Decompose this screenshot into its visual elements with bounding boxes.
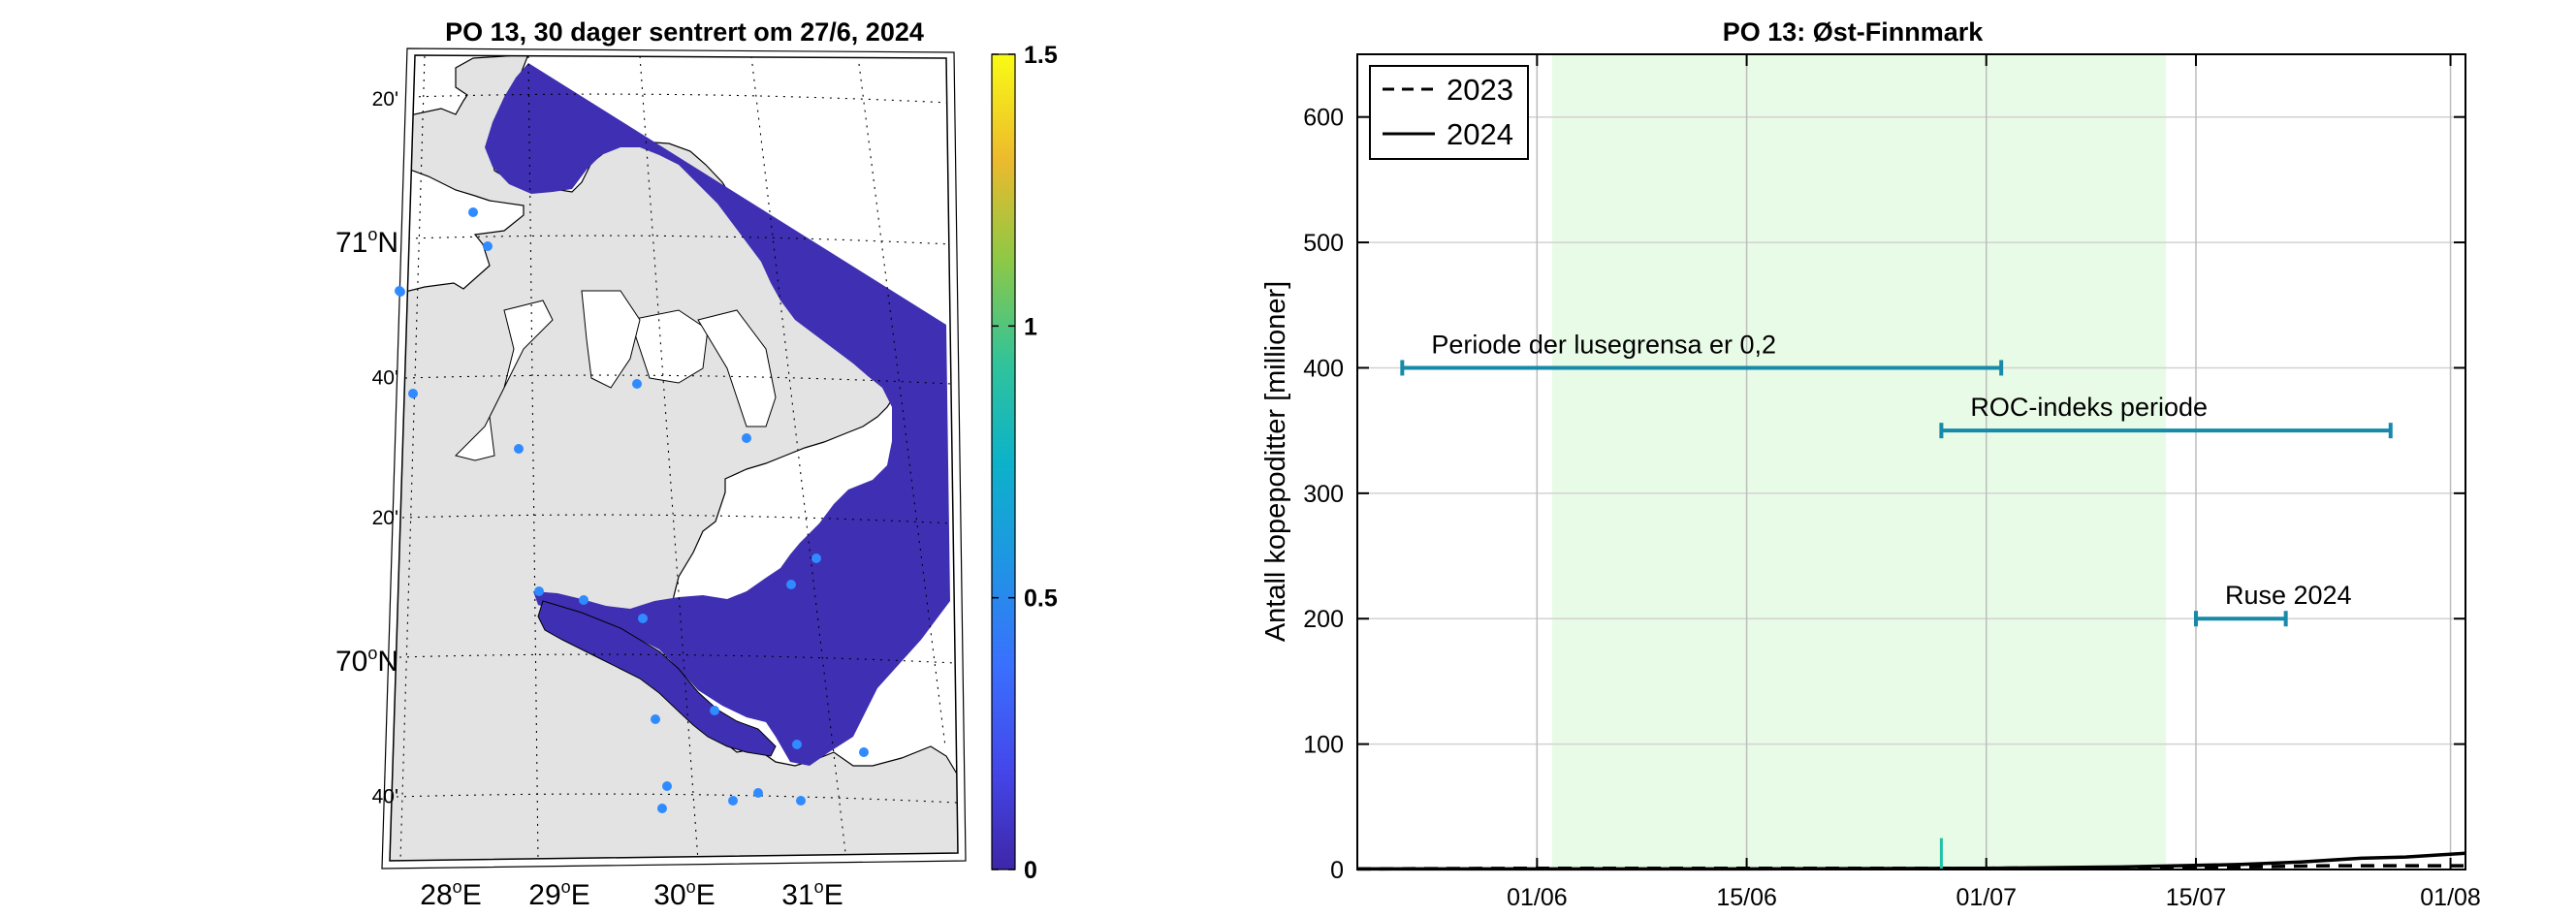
lat-label-hemisphere: N [377, 227, 398, 259]
colorbar: 0 0.5 1 1.5 [991, 42, 1058, 884]
lat-label: 70oN [335, 644, 398, 678]
lon-label-hemisphere: E [696, 879, 716, 911]
lat-label-value: 71 [335, 227, 367, 259]
lon-label: 29oE [528, 877, 589, 911]
map-panel: PO 13, 30 dager sentrert om 27/6, 2024 [335, 17, 1058, 911]
lon-label-degree: o [686, 877, 696, 897]
plot-frame [1356, 53, 2466, 870]
y-tick-label: 300 [1303, 481, 1344, 508]
y-tick-label: 400 [1303, 355, 1344, 382]
x-ticks: 01/06 15/06 01/07 15/07 01/08 [1507, 54, 2481, 911]
colorbar-tick-label: 0 [1024, 857, 1037, 884]
lon-label: 31oE [781, 877, 843, 911]
y-tick-label: 200 [1303, 606, 1344, 633]
colorbar-tick-label: 1 [1024, 313, 1037, 340]
fjord [537, 600, 777, 757]
stations [395, 207, 869, 813]
lat-label-degree: o [367, 225, 377, 244]
y-tick-label: 600 [1303, 105, 1344, 132]
y-tick-label: 0 [1330, 857, 1344, 884]
colorbar-tick-label: 1.5 [1024, 42, 1058, 69]
lat-label: 20' [372, 88, 398, 111]
x-tick-label: 01/08 [2420, 884, 2481, 911]
lat-label-degree: o [367, 644, 377, 663]
x-tick-label: 01/07 [1956, 884, 2017, 911]
y-axis-label: Antall kopepoditter [millioner] [1260, 281, 1291, 642]
shaded-period [1551, 54, 2167, 870]
lon-label: 30oE [653, 877, 715, 911]
y-tick-label: 500 [1303, 230, 1344, 257]
lon-label-degree: o [814, 877, 824, 897]
chart-title: PO 13: Øst-Finnmark [1723, 17, 1985, 47]
lon-label-value: 29 [528, 879, 560, 911]
x-tick-label: 15/07 [2166, 884, 2227, 911]
annotation-label: ROC-indeks periode [1970, 393, 2208, 422]
lat-label-value: 70 [335, 646, 367, 678]
inlet [629, 309, 709, 384]
lon-label-degree: o [453, 877, 462, 897]
lon-label-hemisphere: E [824, 879, 843, 911]
annotation-label: Periode der lusegrensa er 0,2 [1431, 330, 1776, 359]
lon-label-hemisphere: E [571, 879, 590, 911]
lon-label-value: 28 [420, 879, 452, 911]
lon-label-hemisphere: E [462, 879, 482, 911]
chart-panel: PO 13: Øst-Finnmark 0100200300400500600 … [1260, 17, 2481, 911]
inlet [697, 309, 777, 427]
annotations: Periode der lusegrensa er 0,2 ROC-indeks … [1400, 330, 2393, 627]
x-tick-label: 15/06 [1716, 884, 1777, 911]
inlet [455, 300, 554, 461]
lat-label: 40' [372, 786, 398, 808]
legend-box [1369, 65, 1529, 160]
colorbar-gradient [991, 53, 1016, 870]
map-frame [389, 54, 959, 862]
lat-label-hemisphere: N [377, 646, 398, 678]
annotation-label: Ruse 2024 [2225, 581, 2352, 610]
y-ticks: 0 100 200 300 400 500 600 [1303, 105, 2465, 884]
lon-label-degree: o [561, 877, 571, 897]
legend: 2023 2024 [1369, 65, 1529, 160]
lat-label: 71oN [335, 225, 398, 259]
map-title: PO 13, 30 dager sentrert om 27/6, 2024 [445, 17, 924, 47]
legend-label-2023: 2023 [1447, 73, 1513, 107]
y-tick-label: 100 [1303, 732, 1344, 759]
lon-label: 28oE [420, 877, 481, 911]
lat-label: 20' [372, 507, 398, 529]
lon-labels: 28oE 29oE 30oE 31oE [420, 877, 843, 911]
inlet [581, 290, 641, 389]
graticule [396, 55, 958, 861]
sea-field [485, 63, 950, 766]
lat-label: 40' [372, 367, 398, 390]
lon-label-value: 31 [781, 879, 813, 911]
legend-label-2024: 2024 [1447, 117, 1513, 151]
x-tick-label: 01/06 [1507, 884, 1568, 911]
lon-label-value: 30 [653, 879, 685, 911]
colorbar-tick-label: 0.5 [1024, 585, 1058, 613]
